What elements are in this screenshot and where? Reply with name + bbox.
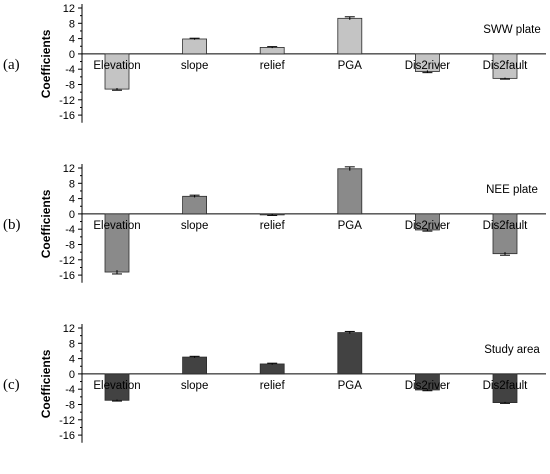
category-label: slope <box>181 380 209 392</box>
bar-slope <box>182 356 208 375</box>
category-label: Dis2river <box>405 380 451 392</box>
panel-title: Study area <box>484 344 540 356</box>
panel-label: (a) <box>3 57 20 73</box>
y-tick-label: 4 <box>69 34 75 46</box>
y-tick-label: -4 <box>65 224 75 236</box>
category-label: PGA <box>338 60 363 72</box>
y-axis-label: Coefficients <box>39 29 53 98</box>
bar-dis2fault <box>492 373 518 403</box>
y-tick-label: -4 <box>65 384 75 396</box>
panel-3: (c) Coefficients 12 8 4 0 -4 -8 -12 -16 Elevation s… <box>3 323 546 443</box>
y-tick-label: -12 <box>59 95 75 107</box>
panel-label: (b) <box>3 217 21 233</box>
category-label: slope <box>181 60 209 72</box>
y-tick-label: -4 <box>65 64 75 76</box>
bar-elevation <box>104 213 130 273</box>
panel-label: (c) <box>3 377 20 393</box>
y-tick-label: 12 <box>63 323 75 335</box>
panel-title: NEE plate <box>486 184 538 196</box>
y-tick-label: -16 <box>59 110 75 122</box>
y-tick-label: -8 <box>65 240 75 252</box>
category-label: relief <box>260 220 286 232</box>
category-label: Dis2river <box>405 220 451 232</box>
y-tick-label: 0 <box>69 209 75 221</box>
y-tick-label: -12 <box>59 415 75 427</box>
y-tick-label: -12 <box>59 255 75 267</box>
y-tick-label: -16 <box>59 430 75 442</box>
category-label: Dis2fault <box>483 60 529 72</box>
category-label: PGA <box>338 220 363 232</box>
y-tick-label: 0 <box>69 49 75 61</box>
bar-slope <box>182 195 208 215</box>
category-label: Dis2river <box>405 60 451 72</box>
bar-pga <box>337 168 363 215</box>
y-tick-label: 4 <box>69 354 75 366</box>
bar-relief <box>259 363 285 375</box>
category-label: relief <box>260 380 286 392</box>
bar-dis2fault <box>492 53 518 79</box>
category-label: relief <box>260 60 286 72</box>
y-tick-label: 8 <box>69 18 75 30</box>
panel-2: (b) Coefficients 12 8 4 0 -4 -8 -12 -16 Elevation s… <box>3 163 546 283</box>
panel-title: SWW plate <box>483 24 541 36</box>
bar-elevation <box>104 53 130 90</box>
y-tick-label: -8 <box>65 400 75 412</box>
y-tick-label: 8 <box>69 338 75 350</box>
y-tick-label: 4 <box>69 194 75 206</box>
y-tick-label: 12 <box>63 163 75 175</box>
bar-slope <box>182 38 208 55</box>
bar-elevation <box>104 373 130 401</box>
y-axis-label: Coefficients <box>39 349 53 418</box>
category-label: slope <box>181 220 209 232</box>
category-label: Elevation <box>93 380 140 392</box>
bar-dis2fault <box>492 213 518 255</box>
y-tick-label: -16 <box>59 270 75 282</box>
category-label: Elevation <box>93 60 140 72</box>
panel-1: (a) Coefficients 12 8 4 0 -4 -8 -12 -16 Elevation s… <box>3 3 546 123</box>
y-axis-label: Coefficients <box>39 189 53 258</box>
category-label: Dis2fault <box>483 220 529 232</box>
category-label: Dis2fault <box>483 380 529 392</box>
y-tick-label: 12 <box>63 3 75 15</box>
bar-pga <box>337 17 363 55</box>
category-label: Elevation <box>93 220 140 232</box>
y-tick-label: 8 <box>69 178 75 190</box>
category-label: PGA <box>338 380 363 392</box>
bar-pga <box>337 332 363 375</box>
y-tick-label: 0 <box>69 369 75 381</box>
bar-relief <box>259 46 285 55</box>
y-tick-label: -8 <box>65 80 75 92</box>
